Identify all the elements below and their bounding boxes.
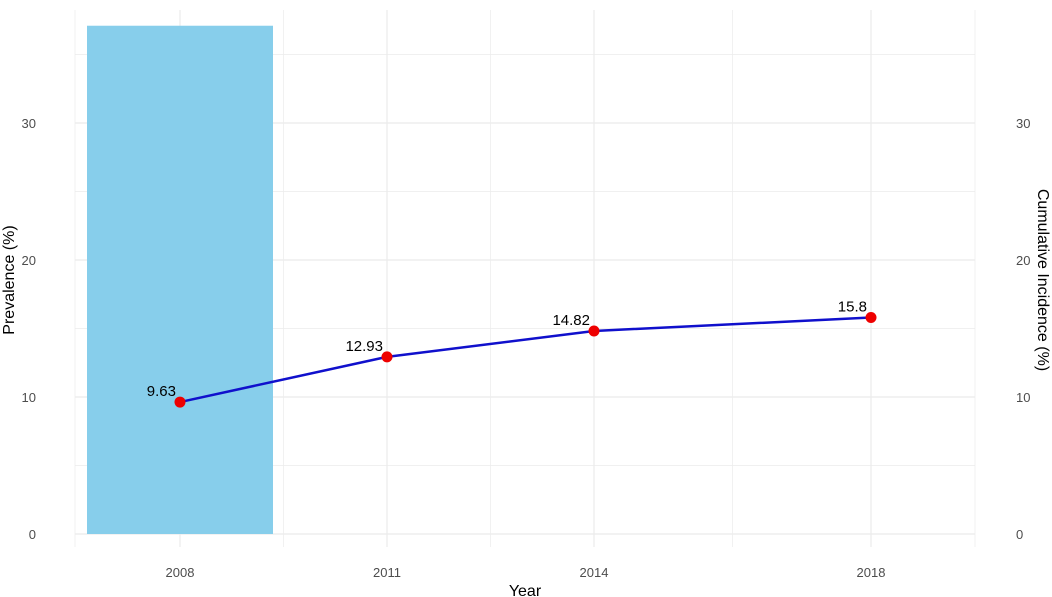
data-point-2014	[588, 325, 600, 337]
bar-2008	[87, 25, 273, 534]
point-layer	[174, 312, 877, 408]
x-tick-label-2018: 2018	[857, 565, 886, 580]
y-tick-label-left: 20	[22, 253, 36, 268]
y-tick-label-left: 0	[29, 527, 36, 542]
axis-layer: 0 0 10 10 20 20 30 30 2008 2011 2014 2018	[22, 116, 1031, 580]
y-tick-label-left: 30	[22, 116, 36, 131]
data-point-2018	[865, 312, 877, 324]
data-point-2008	[174, 396, 186, 408]
data-label-layer: 9.63 12.93 14.82 15.8	[147, 299, 867, 401]
series-line	[179, 316, 872, 404]
y-tick-label-right: 30	[1016, 116, 1030, 131]
line-layer	[179, 316, 872, 404]
x-axis-title: Year	[509, 583, 542, 597]
data-label-2008: 9.63	[147, 383, 176, 400]
data-label-2018: 15.8	[838, 299, 867, 316]
x-tick-label-2014: 2014	[580, 565, 609, 580]
x-tick-label-2011: 2011	[373, 565, 401, 580]
y-axis-right-title: Cumulative Incidence (%)	[1034, 189, 1051, 371]
data-label-2014: 14.82	[552, 312, 590, 329]
y-tick-label-right: 20	[1016, 253, 1030, 268]
x-tick-label-2008: 2008	[166, 565, 195, 580]
y-tick-label-right: 10	[1016, 390, 1030, 405]
y-tick-label-left: 10	[22, 390, 36, 405]
y-tick-label-right: 0	[1016, 527, 1023, 542]
data-label-2011: 12.93	[345, 338, 383, 355]
y-axis-left-title: Prevalence (%)	[1, 225, 18, 334]
data-point-2011	[381, 351, 393, 363]
bar-layer	[87, 25, 273, 534]
